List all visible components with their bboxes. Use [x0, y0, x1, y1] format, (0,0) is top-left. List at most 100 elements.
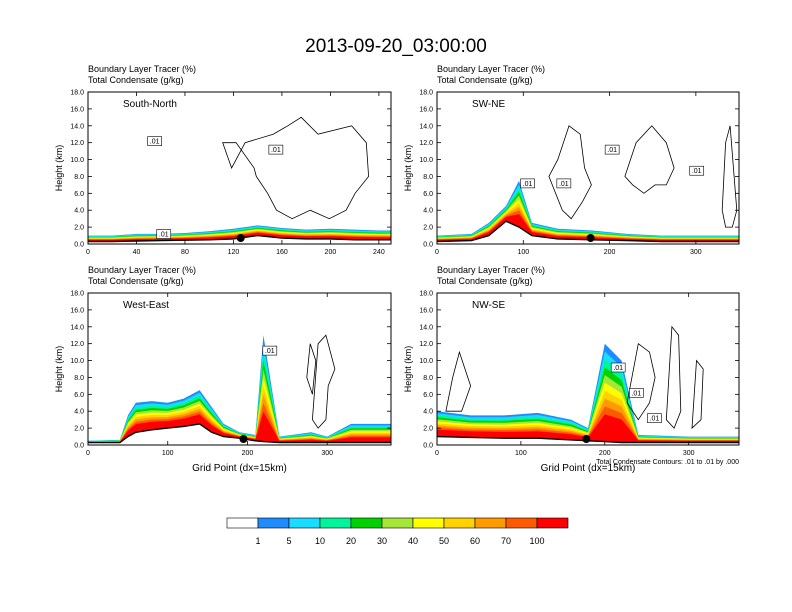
legend-swatch	[257, 517, 290, 529]
panel-2: Boundary Layer Tracer (%)Total Condensat…	[403, 64, 740, 256]
legend-swatch	[474, 517, 507, 529]
contour-label: .01	[559, 181, 569, 188]
x-tick-label: 0	[435, 249, 439, 256]
y-tick-label: 18.0	[419, 291, 433, 298]
panel-subtitle-tracer: Boundary Layer Tracer (%)	[88, 64, 196, 74]
y-tick-label: 4.0	[423, 208, 433, 215]
x-axis-label: Grid Point (dx=15km)	[192, 463, 287, 474]
legend-swatch	[505, 517, 538, 529]
legend-label: 1	[255, 536, 260, 546]
contour-label-box	[156, 229, 172, 239]
y-tick-label: 0.0	[74, 443, 84, 450]
contour-label: .01	[159, 232, 169, 239]
x-tick-label: 200	[604, 249, 616, 256]
panel-frame	[436, 292, 740, 446]
y-tick-label: 2.0	[74, 426, 84, 433]
x-tick-label: 300	[321, 450, 333, 457]
panel-3: Boundary Layer Tracer (%)Total Condensat…	[54, 265, 392, 474]
y-tick-label: 2.0	[423, 225, 433, 232]
y-tick-label: 2.0	[423, 426, 433, 433]
terrain-line	[88, 234, 391, 243]
panel-title: SW-NE	[472, 99, 505, 110]
x-tick-label: 300	[690, 249, 702, 256]
y-tick-label: 0.0	[423, 242, 433, 249]
contour-label-box	[604, 144, 620, 155]
tracer-band-10	[437, 414, 739, 443]
y-axis-label: Height (km)	[54, 346, 64, 393]
y-tick-label: 4.0	[74, 409, 84, 416]
panel-subtitle-condensate: Total Condensate (g/kg)	[437, 276, 533, 286]
legend-swatch	[319, 517, 352, 529]
y-tick-label: 12.0	[419, 341, 433, 348]
x-tick-label: 0	[86, 249, 90, 256]
cloud-contour-1	[548, 125, 592, 220]
panels: Boundary Layer Tracer (%)Total Condensat…	[54, 64, 740, 474]
y-tick-label: 0.0	[423, 443, 433, 450]
y-tick-label: 8.0	[74, 375, 84, 382]
y-tick-label: 0.0	[74, 242, 84, 249]
y-tick-label: 14.0	[419, 324, 433, 331]
x-tick-label: 200	[325, 249, 337, 256]
terrain-line	[436, 220, 739, 243]
legend-swatch	[288, 517, 321, 529]
y-tick-label: 16.0	[419, 307, 433, 314]
x-tick-label: 0	[86, 450, 90, 457]
y-tick-label: 6.0	[74, 191, 84, 198]
panel-subtitle-tracer: Boundary Layer Tracer (%)	[437, 265, 545, 275]
legend-swatch	[412, 517, 445, 529]
legend-label: 20	[346, 536, 356, 546]
contour-label-box	[268, 144, 284, 155]
y-tick-label: 12.0	[419, 140, 433, 147]
legend-label: 30	[377, 536, 387, 546]
panel-frame	[87, 91, 392, 245]
x-tick-label: 160	[276, 249, 288, 256]
contour-label-box	[689, 165, 705, 176]
cloud-contour-1	[222, 116, 370, 220]
y-tick-label: 10.0	[419, 157, 433, 164]
x-tick-label: 200	[599, 450, 611, 457]
panel-frame	[87, 292, 392, 446]
color-legend: 1 5 10 20 30 40 50 60 70 100	[226, 517, 569, 546]
surface-marker	[582, 435, 591, 443]
y-tick-label: 10.0	[70, 157, 84, 164]
contour-label: .01	[692, 168, 702, 175]
y-tick-label: 6.0	[423, 191, 433, 198]
contour-label: .01	[613, 365, 623, 372]
legend-label: 10	[315, 536, 325, 546]
cloud-contour-2	[306, 343, 317, 395]
legend-label: 60	[470, 536, 480, 546]
cloud-contour-2	[626, 342, 656, 421]
cloud-contour-4	[691, 359, 704, 430]
panel-title: NW-SE	[472, 300, 505, 311]
y-tick-label: 4.0	[74, 208, 84, 215]
contour-label: .01	[150, 139, 160, 146]
x-tick-label: 80	[181, 249, 189, 256]
panel-title: West-East	[123, 300, 169, 311]
cloud-contour-1	[311, 334, 336, 429]
y-axis-label: Height (km)	[403, 145, 413, 192]
panel-subtitle-condensate: Total Condensate (g/kg)	[437, 75, 533, 85]
panel-1: Boundary Layer Tracer (%)Total Condensat…	[54, 64, 392, 256]
legend-label: 40	[408, 536, 418, 546]
cloud-contour-3	[721, 125, 738, 228]
legend-label: 50	[439, 536, 449, 546]
y-tick-label: 14.0	[70, 123, 84, 130]
contour-label-box	[647, 413, 662, 423]
y-tick-label: 14.0	[70, 324, 84, 331]
y-tick-label: 18.0	[70, 291, 84, 298]
surface-marker	[586, 234, 595, 242]
x-tick-label: 300	[683, 450, 695, 457]
legend-label: 70	[501, 536, 511, 546]
contour-label: .01	[523, 181, 533, 188]
legend-swatch	[226, 517, 259, 529]
contour-label-box	[520, 178, 535, 189]
x-tick-label: 120	[228, 249, 240, 256]
panel-title: South-North	[123, 99, 177, 110]
y-tick-label: 16.0	[70, 106, 84, 113]
contour-label-box	[147, 136, 162, 146]
x-tick-label: 240	[373, 249, 385, 256]
panel-subtitle-tracer: Boundary Layer Tracer (%)	[437, 64, 545, 74]
y-tick-label: 8.0	[423, 375, 433, 382]
contour-label-box	[262, 345, 278, 356]
